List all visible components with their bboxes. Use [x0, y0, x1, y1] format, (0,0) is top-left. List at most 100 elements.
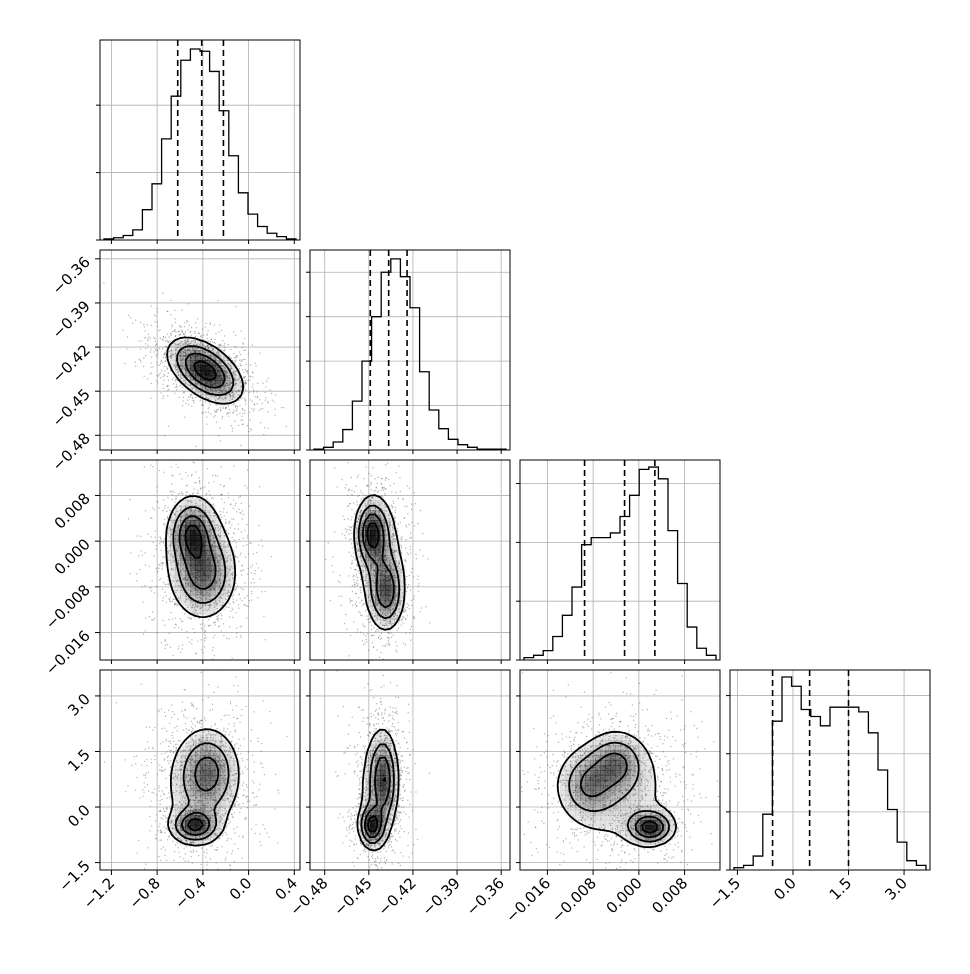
density-cell: [200, 365, 205, 370]
scatter-point: [151, 383, 152, 384]
density-cell: [210, 590, 215, 595]
scatter-point: [213, 637, 214, 638]
scatter-point: [239, 539, 240, 540]
scatter-point: [164, 435, 165, 436]
scatter-point: [213, 481, 214, 482]
scatter-point: [351, 533, 352, 534]
scatter-point: [337, 486, 338, 487]
density-cell: [200, 580, 205, 585]
scatter-point: [413, 599, 414, 600]
density-cell: [180, 565, 185, 570]
scatter-point: [256, 552, 257, 553]
scatter-point: [401, 539, 402, 540]
scatter-point: [347, 462, 348, 463]
scatter-point: [217, 300, 218, 301]
scatter-point: [165, 505, 166, 506]
scatter-point: [163, 336, 164, 337]
scatter-point: [243, 538, 244, 539]
scatter-point: [160, 578, 161, 579]
scatter-point: [167, 334, 168, 335]
scatter-point: [233, 410, 234, 411]
scatter-point: [233, 500, 234, 501]
scatter-point: [219, 625, 220, 626]
scatter-point: [208, 408, 209, 409]
scatter-point: [408, 605, 409, 606]
scatter-point: [269, 389, 270, 390]
density-cell: [205, 580, 210, 585]
scatter-point: [173, 599, 174, 600]
scatter-point: [228, 607, 229, 608]
scatter-point: [231, 524, 232, 525]
scatter-point: [209, 625, 210, 626]
scatter-point: [149, 373, 150, 374]
scatter-point: [186, 631, 187, 632]
density-cell: [190, 355, 195, 360]
density-cell: [190, 540, 195, 545]
scatter-point: [205, 412, 206, 413]
scatter-point: [378, 490, 379, 491]
density-cell: [195, 520, 200, 525]
scatter-point: [232, 412, 233, 413]
scatter-point: [149, 616, 150, 617]
scatter-point: [367, 619, 368, 620]
scatter-point: [350, 503, 351, 504]
scatter-point: [385, 488, 386, 489]
scatter-point: [247, 595, 248, 596]
scatter-point: [241, 625, 242, 626]
scatter-point: [225, 530, 226, 531]
scatter-point: [139, 340, 140, 341]
scatter-point: [363, 478, 364, 479]
scatter-point: [156, 486, 157, 487]
scatter-point: [292, 451, 293, 452]
density-cell: [205, 555, 210, 560]
scatter-point: [258, 567, 259, 568]
density-cell: [185, 585, 190, 590]
density-cell: [230, 395, 235, 400]
density-cell: [170, 355, 175, 360]
scatter-point: [163, 620, 164, 621]
scatter-point: [204, 682, 205, 683]
scatter-point: [391, 491, 392, 492]
scatter-point: [211, 339, 212, 340]
scatter-point: [162, 510, 163, 511]
scatter-point: [264, 392, 265, 393]
scatter-point: [184, 613, 185, 614]
scatter-point: [249, 505, 250, 506]
scatter-point: [236, 347, 237, 348]
scatter-point: [346, 531, 347, 532]
scatter-point: [361, 600, 362, 601]
scatter-point: [179, 326, 180, 327]
scatter-point: [167, 376, 168, 377]
scatter-point: [429, 622, 430, 623]
scatter-point: [415, 554, 416, 555]
scatter-point: [351, 526, 352, 527]
scatter-point: [177, 605, 178, 606]
scatter-point: [349, 539, 350, 540]
scatter-point: [220, 344, 221, 345]
scatter-point: [153, 337, 154, 338]
scatter-point: [239, 351, 240, 352]
scatter-point: [222, 340, 223, 341]
scatter-point: [390, 485, 391, 486]
scatter-point: [218, 615, 219, 616]
scatter-point: [251, 543, 252, 544]
density-cell: [190, 605, 195, 610]
density-cell: [205, 570, 210, 575]
density-cell: [190, 500, 195, 505]
scatter-point: [362, 623, 363, 624]
scatter-point: [411, 600, 412, 601]
scatter-point: [207, 330, 208, 331]
scatter-point: [167, 516, 168, 517]
scatter-point: [163, 357, 164, 358]
scatter-point: [356, 583, 357, 584]
scatter-point: [221, 618, 222, 619]
scatter-point: [240, 626, 241, 627]
scatter-point: [362, 640, 363, 641]
scatter-point: [237, 406, 238, 407]
scatter-point: [178, 648, 179, 649]
scatter-point: [382, 496, 383, 497]
scatter-point: [156, 308, 157, 309]
scatter-point: [381, 478, 382, 479]
scatter-point: [235, 505, 236, 506]
scatter-point: [231, 358, 232, 359]
